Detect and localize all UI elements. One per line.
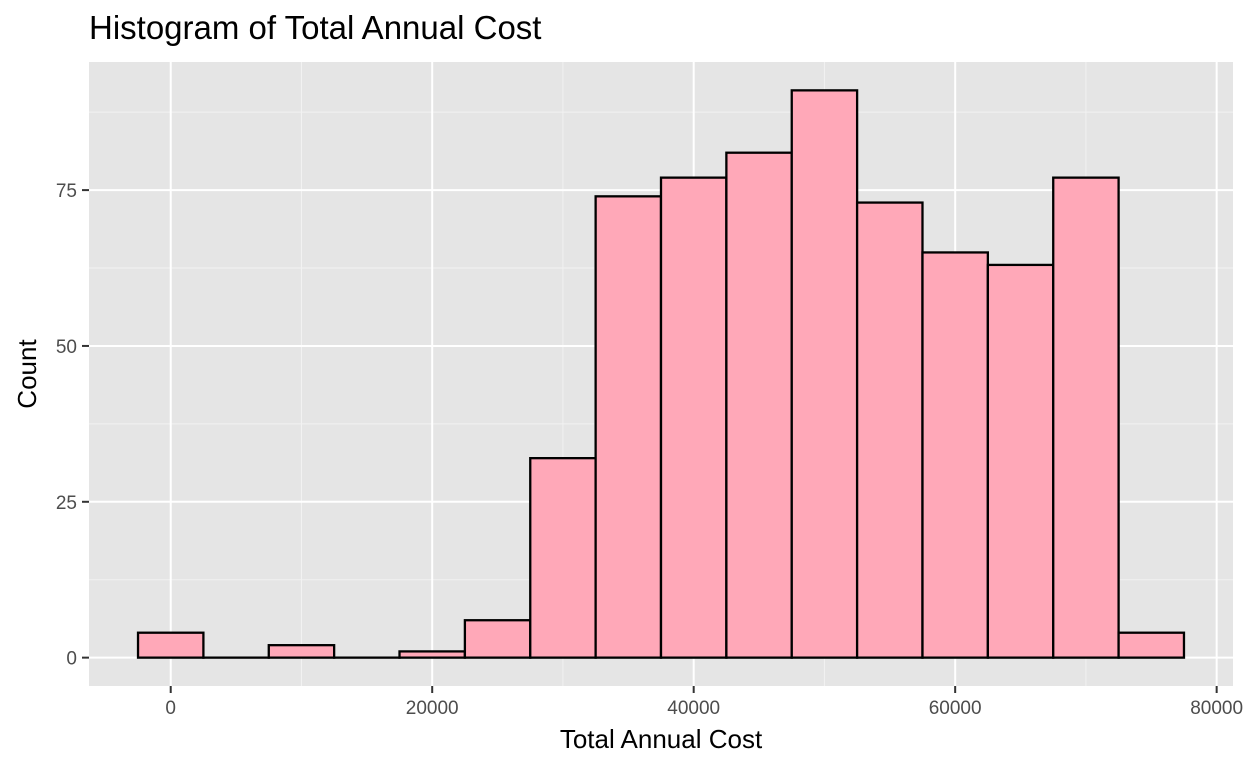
histogram-bar bbox=[1117, 631, 1186, 659]
histogram-bar bbox=[986, 263, 1055, 659]
histogram-bar bbox=[659, 176, 728, 659]
histogram-bar bbox=[463, 619, 532, 659]
histogram-bar bbox=[725, 151, 793, 659]
histogram-bar bbox=[398, 650, 467, 659]
x-tick-label: 0 bbox=[165, 698, 176, 719]
x-tick-label: 40000 bbox=[667, 698, 720, 719]
x-axis-title: Total Annual Cost bbox=[560, 724, 763, 754]
x-tick-label: 80000 bbox=[1190, 698, 1243, 719]
histogram-bar bbox=[1052, 176, 1120, 659]
x-tick-label: 60000 bbox=[929, 698, 982, 719]
chart-title: Histogram of Total Annual Cost bbox=[89, 9, 541, 46]
y-tick-label: 0 bbox=[66, 649, 77, 670]
histogram-bar bbox=[136, 631, 205, 659]
histogram-bar bbox=[921, 251, 990, 659]
histogram-bar bbox=[855, 201, 924, 659]
x-tick-label: 20000 bbox=[406, 698, 459, 719]
y-tick-label: 75 bbox=[56, 181, 77, 202]
y-tick-label: 50 bbox=[56, 337, 77, 358]
histogram-bar bbox=[790, 89, 859, 659]
y-axis: 0 25 50 75 bbox=[56, 181, 89, 670]
histogram-bar bbox=[594, 195, 663, 659]
histogram-bar bbox=[529, 457, 597, 659]
y-tick-label: 25 bbox=[56, 493, 77, 514]
y-axis-title: Count bbox=[12, 339, 42, 409]
x-axis: 0 20000 40000 60000 80000 bbox=[165, 686, 1243, 719]
histogram-bar bbox=[267, 644, 336, 659]
histogram-bars bbox=[136, 89, 1186, 659]
